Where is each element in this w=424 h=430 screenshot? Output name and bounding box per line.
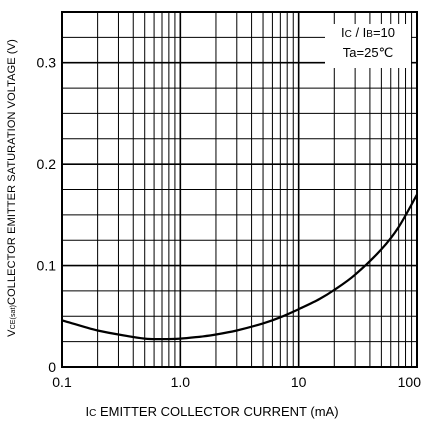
x-tick-labels: 0.1 1.0 10 100	[52, 374, 421, 390]
legend-ib: / I	[351, 25, 367, 40]
series-line	[61, 194, 418, 341]
plot-frame	[61, 11, 418, 368]
legend-ib-sub: B	[366, 29, 373, 40]
y-tick-label: 0.3	[37, 55, 57, 71]
y-tick-label: 0.1	[37, 258, 57, 274]
y-tick-label: 0	[48, 359, 56, 375]
x-axis-label-text: EMITTER COLLECTOR CURRENT (mA)	[96, 404, 339, 419]
x-tick-label: 10	[291, 374, 307, 390]
x-tick-label: 1.0	[171, 374, 191, 390]
x-axis-symbol-subscript: C	[89, 408, 97, 419]
y-axis-label-area: VCE(sat)COLLECTOR EMITTER SATURATION VOL…	[0, 0, 24, 400]
legend-ic-sub: C	[344, 29, 352, 40]
x-axis-symbol: I	[85, 404, 90, 419]
y-axis-symbol-subscript: CE(sat)	[10, 304, 17, 330]
y-axis-symbol: V	[6, 329, 18, 337]
legend-box: IC / IB=10 Ta=25℃	[325, 24, 411, 68]
legend-ic: I	[340, 25, 345, 40]
grid	[62, 12, 417, 367]
x-tick-label: 100	[398, 374, 422, 390]
x-tick-label: 0.1	[52, 374, 72, 390]
x-axis-label: IC EMITTER COLLECTOR CURRENT (mA)	[0, 404, 424, 419]
y-axis-label: VCE(sat)COLLECTOR EMITTER SATURATION VOL…	[6, 39, 18, 337]
legend-line-2: Ta=25℃	[342, 45, 394, 60]
y-axis-label-text: COLLECTOR EMITTER SATURATION VOLTAGE (V)	[6, 39, 18, 305]
y-tick-labels: 0 0.1 0.2 0.3	[37, 55, 57, 375]
legend-ratio: =10	[372, 25, 396, 40]
legend-line-1: IC / IB=10	[325, 24, 411, 44]
y-tick-label: 0.2	[37, 156, 57, 172]
